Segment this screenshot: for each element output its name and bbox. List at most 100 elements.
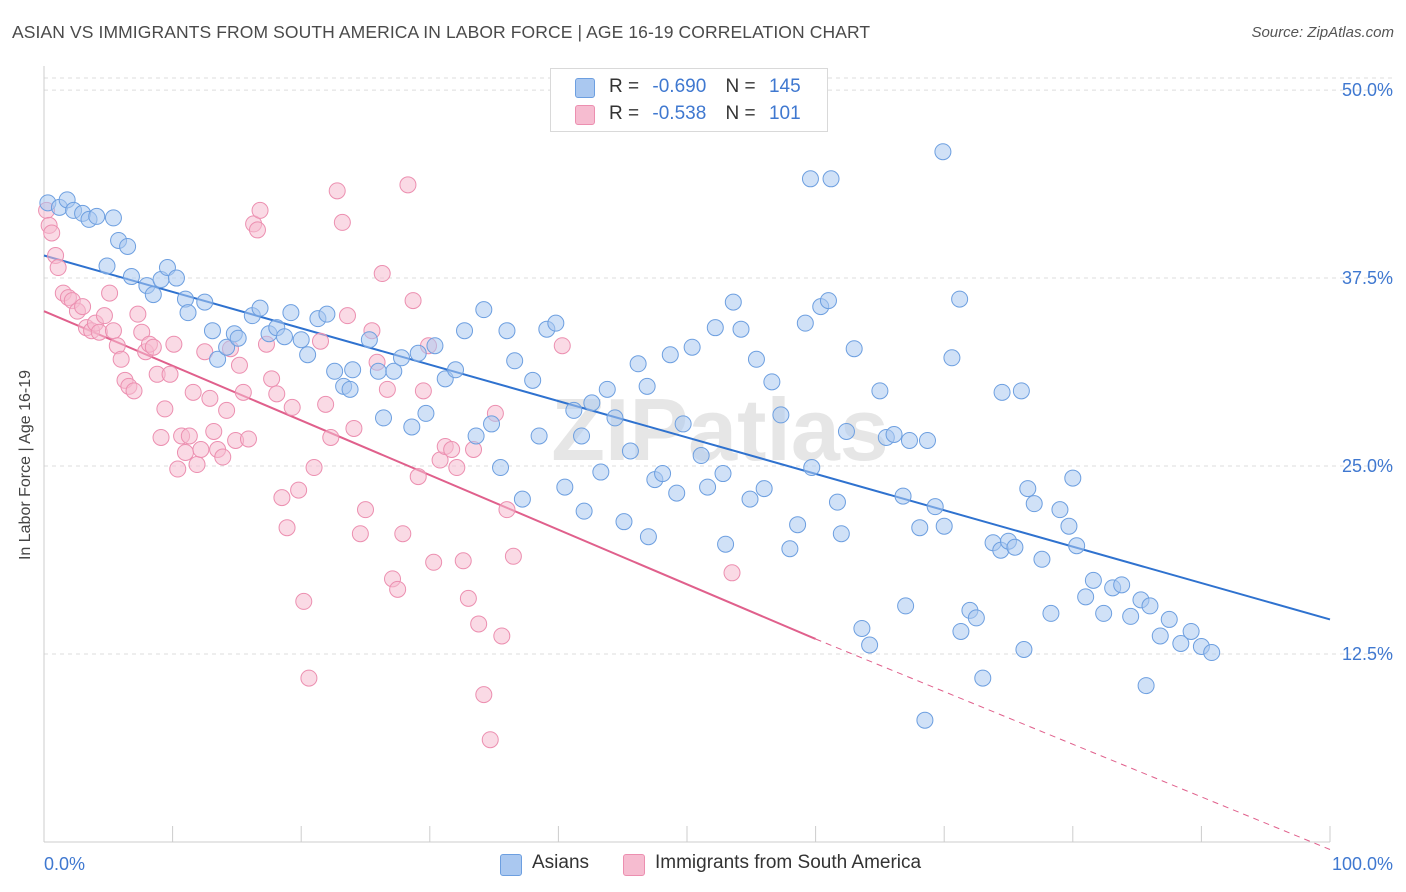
asians-point (1122, 607, 1140, 625)
asians-point (369, 362, 387, 380)
asians-point (251, 299, 269, 317)
south-america-point (394, 525, 412, 543)
asians-point (763, 373, 781, 391)
south-america-point (409, 468, 427, 486)
legend-item-asians[interactable]: Asians (500, 852, 589, 876)
south-america-point (475, 686, 493, 704)
south-america-point (251, 201, 269, 219)
asians-point (318, 305, 336, 323)
asians-point (196, 293, 214, 311)
south-america-point (278, 519, 296, 537)
asians-point (1051, 501, 1069, 519)
asians-point (360, 331, 378, 349)
legend-item-south-america[interactable]: Immigrants from South America (623, 852, 921, 876)
south-america-point (205, 422, 223, 440)
south-america-r-value: -0.538 (652, 103, 707, 124)
south-america-point (399, 176, 417, 194)
asians-point (1113, 576, 1131, 594)
asians-point (706, 319, 724, 337)
asians-point (218, 338, 236, 356)
south-america-point (373, 265, 391, 283)
asians-point (837, 422, 855, 440)
asians-point (1141, 597, 1159, 615)
asians-point (789, 516, 807, 534)
south-america-point (389, 580, 407, 598)
south-america-point (328, 182, 346, 200)
asians-point (801, 170, 819, 188)
asians-point (475, 301, 493, 319)
south-america-point (165, 335, 183, 353)
asians-point (1033, 550, 1051, 568)
south-america-point (169, 460, 187, 478)
asians-point (714, 465, 732, 483)
south-america-point (112, 350, 130, 368)
x-tick-label-0: 0.0% (44, 854, 85, 874)
asians-point (88, 207, 106, 225)
south-america-point (378, 380, 396, 398)
asians-point (483, 415, 501, 433)
asians-point (661, 346, 679, 364)
asians-point (1015, 641, 1033, 659)
south-america-point (333, 213, 351, 231)
asians-point (724, 293, 742, 311)
asians-point (282, 304, 300, 322)
asians-point (506, 352, 524, 370)
south-america-point (263, 370, 281, 388)
asians-point (573, 427, 591, 445)
south-america-point (357, 501, 374, 519)
asians-point (417, 404, 435, 422)
asians-point (598, 380, 616, 398)
asians-point (119, 237, 137, 255)
south-america-point (290, 481, 308, 499)
asians-point (853, 619, 871, 637)
asians-point (822, 170, 840, 188)
south-america-point (176, 444, 194, 462)
south-america-point (188, 456, 206, 474)
south-america-point (95, 307, 113, 325)
asians-point (683, 338, 701, 356)
south-america-point (180, 427, 198, 445)
asians-point (900, 431, 918, 449)
asians-point (547, 314, 565, 332)
asians-point (179, 304, 197, 322)
south-america-point (470, 615, 488, 633)
chart-title: ASIAN VS IMMIGRANTS FROM SOUTH AMERICA I… (12, 22, 871, 42)
asians-point (492, 459, 510, 477)
south-america-point (295, 592, 313, 610)
asians-point (639, 528, 657, 546)
south-america-point (454, 552, 472, 570)
asians-point (781, 540, 799, 558)
asians-point (1160, 610, 1178, 628)
south-america-point (553, 337, 571, 355)
series-legend: Asians Immigrants from South America (0, 852, 1406, 878)
asians-point (556, 478, 574, 496)
south-america-point (305, 459, 323, 477)
south-america-trend-extension (815, 638, 1331, 850)
asians-point (1012, 382, 1030, 400)
asians-point (951, 290, 969, 308)
legend-row-south-america: R = -0.538 N = 101 (575, 103, 801, 125)
asians-point (575, 502, 593, 520)
asians-point (894, 487, 912, 505)
asians-point (98, 257, 116, 275)
asians-point (409, 344, 427, 362)
asians-point (203, 322, 221, 340)
south-america-point (268, 385, 286, 403)
south-america-point (129, 305, 147, 323)
asians-point (1172, 634, 1190, 652)
asians-point (209, 350, 227, 368)
south-america-point (283, 398, 301, 416)
asians-point (344, 361, 362, 379)
asians-point (341, 380, 359, 398)
south-america-point (201, 389, 219, 407)
asians-point (832, 525, 850, 543)
south-america-point (214, 448, 232, 466)
asians-point (530, 427, 548, 445)
asians-point (403, 418, 421, 436)
asians-point (772, 406, 790, 424)
asians-point (803, 459, 821, 477)
asians-point (668, 484, 686, 502)
south-america-point (144, 338, 162, 356)
asians-point (717, 535, 735, 553)
south-america-point (300, 669, 318, 687)
